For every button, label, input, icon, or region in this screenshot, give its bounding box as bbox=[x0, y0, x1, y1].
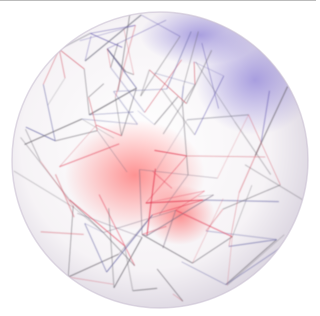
sphere-image bbox=[0, 0, 316, 316]
body: {} (() => { const data = JSON.parse(docu… bbox=[0, 0, 316, 316]
page: html, body { margin: 0; padding: 0; widt… bbox=[0, 0, 316, 316]
